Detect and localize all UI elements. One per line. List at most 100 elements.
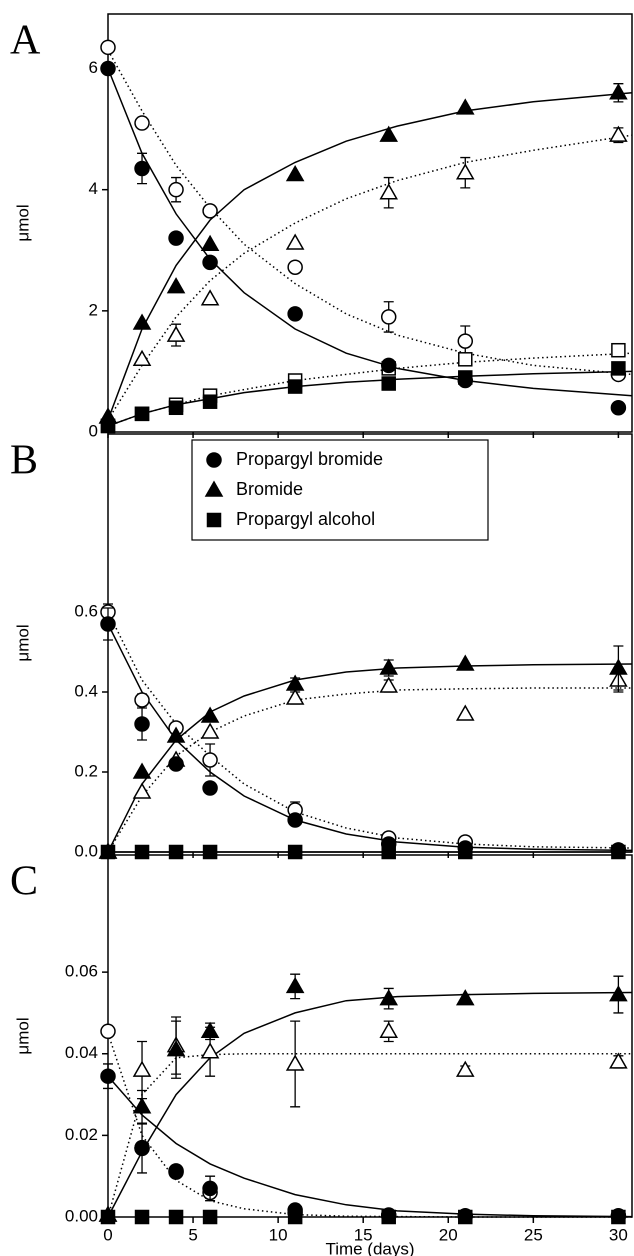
data-point xyxy=(381,1209,396,1225)
data-point xyxy=(166,325,186,342)
data-point xyxy=(455,1060,475,1077)
data-point xyxy=(168,756,184,772)
x-tick-label: 20 xyxy=(439,1225,458,1244)
data-point xyxy=(609,985,628,1002)
y-tick-label: 6 xyxy=(89,58,98,77)
data-point xyxy=(380,309,397,325)
data-point xyxy=(134,1209,150,1225)
data-point xyxy=(202,780,218,796)
data-point xyxy=(202,844,218,860)
data-point xyxy=(285,688,305,705)
x-tick-label: 0 xyxy=(103,1225,112,1244)
data-point xyxy=(168,844,184,860)
x-tick-label: 15 xyxy=(354,1225,373,1244)
fit-curve xyxy=(107,49,633,376)
y-tick-label: 0.04 xyxy=(65,1043,98,1062)
data-point xyxy=(287,259,303,275)
data-point xyxy=(100,1068,116,1084)
data-point xyxy=(379,1021,399,1039)
x-tick-label: 5 xyxy=(188,1225,197,1244)
data-point xyxy=(285,233,305,250)
data-point xyxy=(458,844,473,860)
data-point xyxy=(134,1140,150,1157)
x-tick-label: 10 xyxy=(269,1225,288,1244)
data-point xyxy=(458,370,473,385)
y-tick-label: 0.0 xyxy=(74,841,98,860)
y-tick-label: 0 xyxy=(89,421,98,440)
fit-curve xyxy=(107,687,632,853)
data-point xyxy=(611,844,626,860)
panel-label: A xyxy=(10,18,41,64)
data-point xyxy=(202,752,218,768)
data-point xyxy=(132,1060,152,1077)
data-point xyxy=(609,1052,628,1069)
data-point xyxy=(381,376,396,391)
data-point xyxy=(457,333,474,349)
data-point xyxy=(458,1209,473,1225)
legend-marker xyxy=(206,452,222,468)
fit-curve xyxy=(107,991,633,1218)
data-point xyxy=(166,277,186,294)
legend-label: Propargyl bromide xyxy=(236,449,383,469)
data-point xyxy=(455,989,475,1006)
legend: Propargyl bromide Bromide Propargyl alcoho… xyxy=(191,439,489,541)
data-point xyxy=(611,342,626,358)
fit-curve xyxy=(107,1053,632,1218)
data-point xyxy=(202,394,218,409)
fit-curve xyxy=(107,68,633,397)
data-point xyxy=(134,716,150,732)
legend-label: Propargyl alcohol xyxy=(236,509,375,529)
fit-curve xyxy=(107,92,633,421)
data-point xyxy=(381,844,396,860)
fit-curve xyxy=(107,1033,632,1218)
data-point xyxy=(168,181,184,198)
data-point xyxy=(200,722,220,739)
y-tick-label: 0.00 xyxy=(65,1206,98,1225)
data-point xyxy=(200,706,220,723)
data-point xyxy=(100,60,116,77)
data-point xyxy=(132,762,152,779)
plot-frame xyxy=(107,854,633,1218)
fit-curve xyxy=(107,623,633,852)
data-point xyxy=(202,1209,218,1225)
data-point xyxy=(168,400,184,416)
data-point xyxy=(379,125,399,142)
data-point xyxy=(200,1021,220,1039)
fit-curve xyxy=(107,370,633,427)
y-axis-label: μmol xyxy=(13,1017,32,1054)
data-point xyxy=(168,230,184,246)
x-axis-label: Time (days) xyxy=(325,1239,414,1256)
data-point xyxy=(285,674,305,691)
data-point xyxy=(455,163,475,180)
fit-curve xyxy=(107,611,633,849)
y-tick-label: 0.6 xyxy=(74,601,98,620)
legend-label: Bromide xyxy=(236,479,303,499)
y-axis-label: μmol xyxy=(13,624,32,661)
data-point xyxy=(379,989,399,1006)
fit-curve xyxy=(107,1075,633,1218)
data-point xyxy=(132,313,152,330)
fit-curve xyxy=(107,663,633,853)
fit-curve xyxy=(107,352,633,427)
data-point xyxy=(200,1042,220,1059)
legend-marker xyxy=(204,480,224,497)
data-point xyxy=(285,976,305,994)
data-point xyxy=(134,692,150,708)
data-point xyxy=(379,183,399,200)
data-point xyxy=(134,844,150,860)
data-point xyxy=(287,812,303,828)
legend-marker xyxy=(206,512,222,528)
data-point xyxy=(609,83,628,100)
y-tick-label: 2 xyxy=(89,300,98,319)
data-point xyxy=(455,704,475,721)
y-tick-label: 0.06 xyxy=(65,962,98,981)
data-point xyxy=(200,234,220,251)
data-point xyxy=(132,349,152,367)
data-point xyxy=(379,676,399,693)
data-point xyxy=(100,39,116,56)
data-point xyxy=(132,782,152,799)
data-point xyxy=(166,1040,186,1057)
data-point xyxy=(134,406,150,422)
data-point xyxy=(455,654,475,671)
x-tick-label: 25 xyxy=(524,1225,543,1244)
